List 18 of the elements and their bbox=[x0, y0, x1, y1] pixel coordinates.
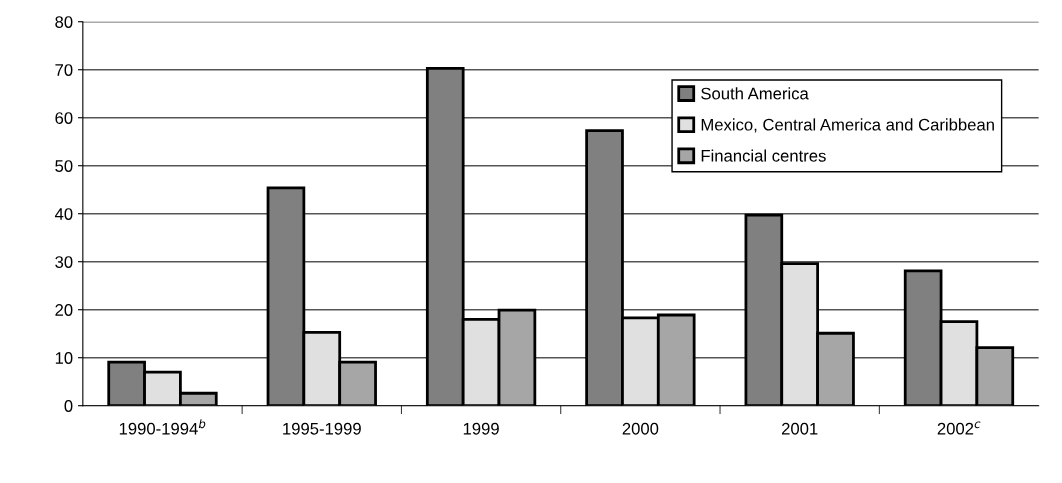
legend-label: Mexico, Central America and Caribbean bbox=[701, 118, 994, 133]
y-tick-label: 50 bbox=[55, 160, 73, 172]
x-tick-label: 2001 bbox=[781, 422, 818, 435]
y-tick-label: 80 bbox=[55, 16, 73, 28]
y-tick-label: 30 bbox=[55, 256, 73, 268]
legend-label: South America bbox=[701, 87, 809, 100]
x-tick-label: 2000 bbox=[622, 422, 659, 435]
y-tick-label: 70 bbox=[55, 64, 73, 76]
legend-label: Financial centres bbox=[701, 149, 826, 162]
x-tick-label: 1999 bbox=[463, 422, 499, 435]
y-tick-label: 10 bbox=[55, 352, 73, 364]
y-tick-label: 60 bbox=[55, 112, 73, 124]
y-tick-label: 20 bbox=[55, 304, 73, 316]
x-tick-label: 2002$^{c}$ bbox=[937, 421, 981, 435]
y-tick-label: 0 bbox=[64, 400, 73, 412]
y-tick-label: 40 bbox=[54, 208, 73, 220]
x-tick-label: 1995-1999 bbox=[283, 422, 361, 435]
x-tick-label: 1990-1994$^{b}$ bbox=[119, 419, 206, 435]
